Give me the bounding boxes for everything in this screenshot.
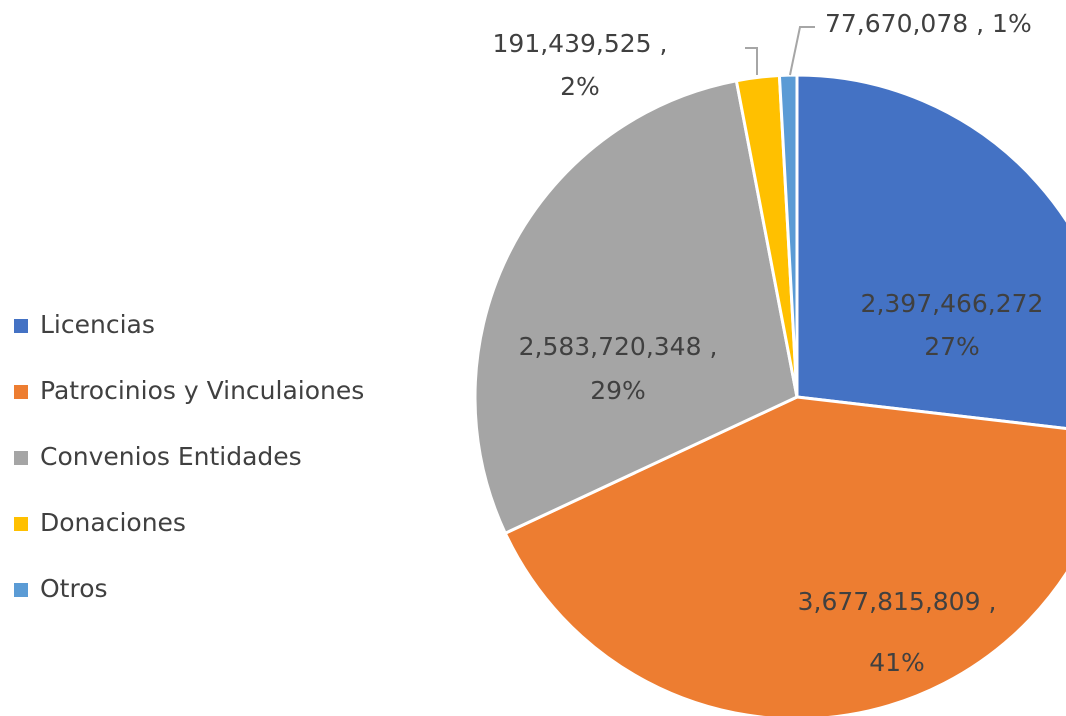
leader-line bbox=[790, 27, 815, 75]
legend-swatch bbox=[14, 517, 28, 531]
pie bbox=[475, 75, 1066, 716]
legend-label: Patrocinios y Vinculaiones bbox=[40, 376, 364, 405]
value-label: 3,677,815,809 , bbox=[798, 587, 997, 616]
percent-label: 2% bbox=[560, 72, 600, 101]
leader-line bbox=[745, 48, 757, 75]
legend: Licencias Patrocinios y Vinculaiones Conve… bbox=[14, 310, 364, 603]
pie-slice bbox=[797, 75, 1066, 434]
legend-swatch bbox=[14, 583, 28, 597]
legend-label: Licencias bbox=[40, 310, 155, 339]
legend-label: Donaciones bbox=[40, 508, 186, 537]
chart: 2,397,466,272 27% 3,677,815,809 , 41% 2,583,… bbox=[0, 0, 1066, 716]
value-label: 191,439,525 , bbox=[493, 29, 668, 58]
percent-label: 27% bbox=[924, 332, 980, 361]
value-label: 2,397,466,272 bbox=[861, 289, 1044, 318]
value-label: 2,583,720,348 , bbox=[519, 332, 718, 361]
percent-label: 29% bbox=[590, 376, 646, 405]
data-label: 77,670,078 , 1% bbox=[825, 9, 1032, 38]
value-label: 77,670,078 , bbox=[825, 9, 984, 38]
legend-swatch bbox=[14, 319, 28, 333]
percent-label: 1% bbox=[992, 9, 1032, 38]
legend-label: Convenios Entidades bbox=[40, 442, 302, 471]
legend-swatch bbox=[14, 385, 28, 399]
legend-label: Otros bbox=[40, 574, 108, 603]
percent-label: 41% bbox=[869, 648, 925, 677]
legend-swatch bbox=[14, 451, 28, 465]
